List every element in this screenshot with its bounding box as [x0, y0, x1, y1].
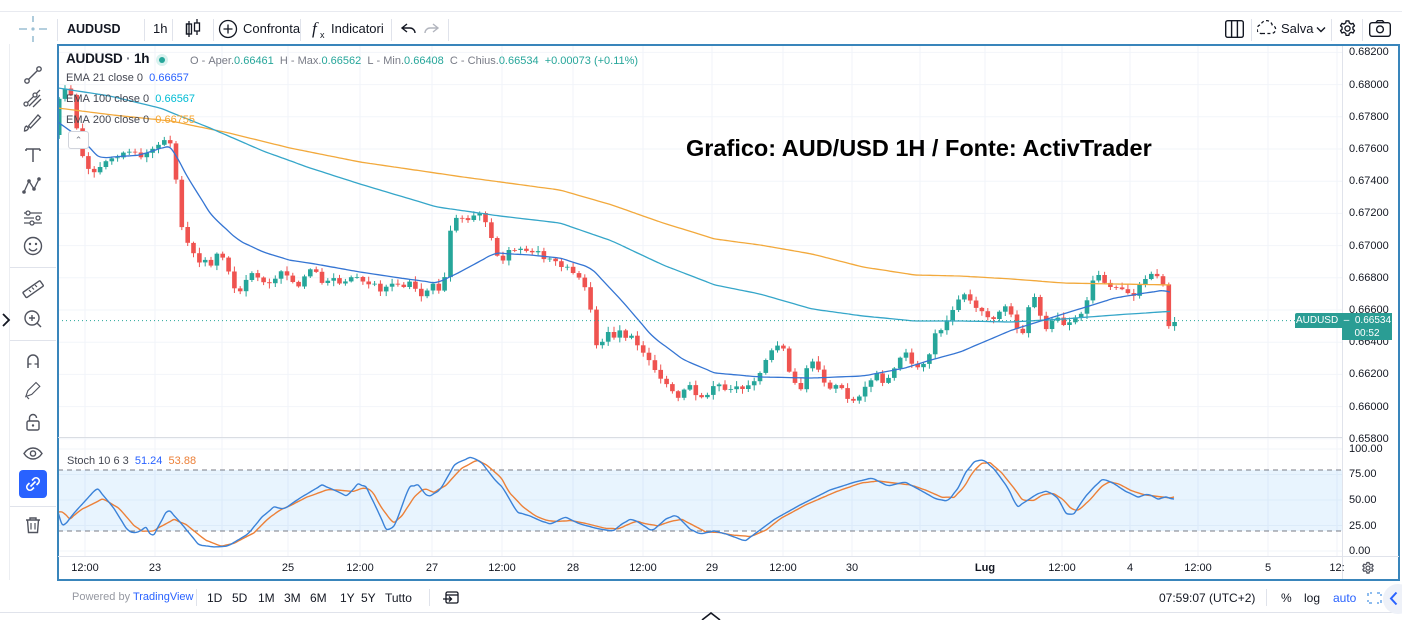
svg-text:x: x — [320, 30, 325, 40]
svg-text:f: f — [312, 19, 319, 38]
